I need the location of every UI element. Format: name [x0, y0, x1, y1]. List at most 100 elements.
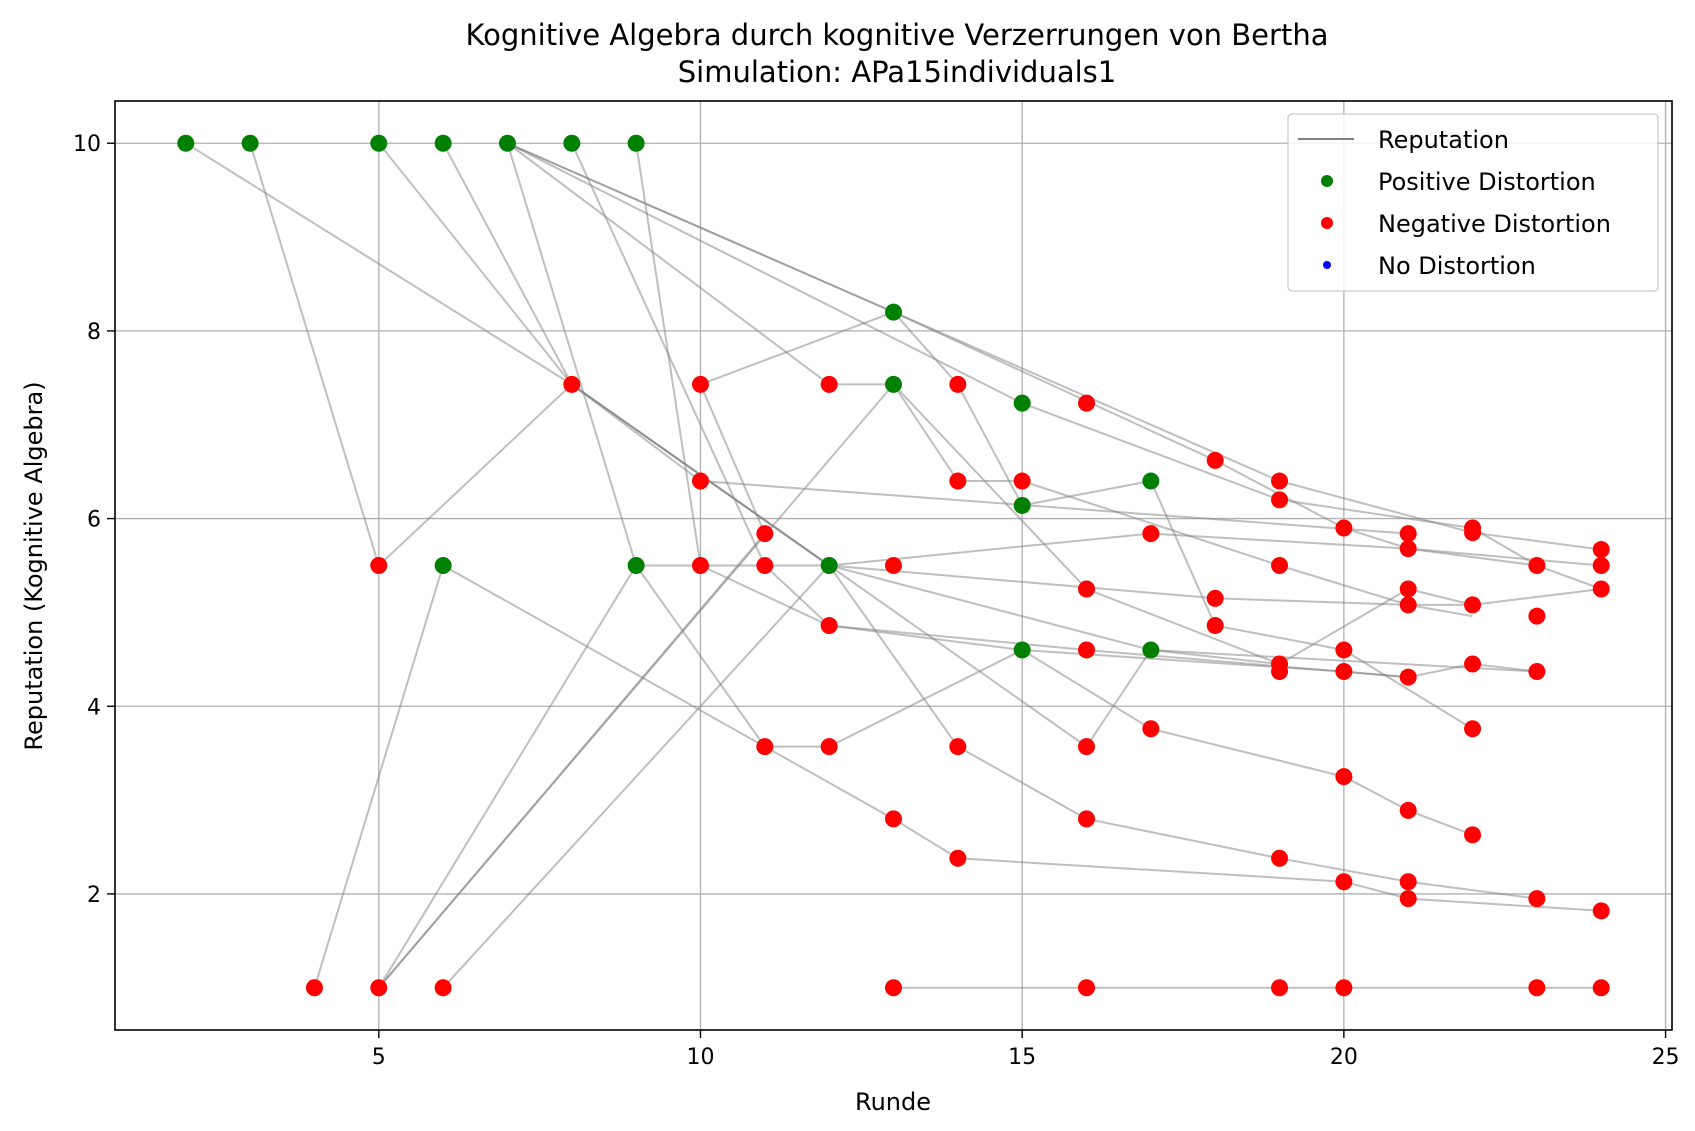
positive-distortion-point [1013, 394, 1031, 412]
negative-distortion-point [1271, 849, 1289, 867]
negative-distortion-point [1528, 979, 1546, 997]
negative-distortion-point [1078, 979, 1096, 997]
x-tick-label: 5 [372, 1045, 386, 1070]
legend-box [1287, 113, 1659, 292]
x-tick-label: 15 [1008, 1045, 1036, 1070]
y-tick-label: 2 [87, 883, 101, 908]
negative-distortion-point [756, 525, 774, 543]
y-axis-label: Reputation (Kognitive Algebra) [20, 381, 48, 750]
negative-distortion-point [1592, 902, 1610, 920]
negative-distortion-point [1592, 541, 1610, 559]
negative-distortion-point [1464, 826, 1482, 844]
positive-distortion-point [241, 134, 259, 152]
y-tick-label: 6 [87, 508, 101, 533]
negative-distortion-point [1335, 873, 1353, 891]
negative-distortion-point [1335, 663, 1353, 681]
legend-label-none: No Distortion [1378, 252, 1536, 280]
x-tick-label: 20 [1330, 1045, 1358, 1070]
negative-distortion-point [1271, 663, 1289, 681]
negative-distortion-point [949, 472, 967, 490]
negative-distortion-point [1528, 890, 1546, 908]
positive-distortion-point [1142, 472, 1160, 490]
negative-distortion-point [1335, 979, 1353, 997]
negative-distortion-point [1271, 979, 1289, 997]
positive-distortion-point [1142, 641, 1160, 659]
negative-distortion-point [949, 738, 967, 756]
y-axis-ticks: 2 4 6 8 10 [73, 132, 115, 908]
negative-distortion-point [1078, 580, 1096, 598]
negative-distortion-point [1592, 557, 1610, 574]
negative-distortion-point [820, 738, 838, 756]
x-axis-ticks: 5 10 15 20 25 [372, 1030, 1680, 1070]
legend-negative-swatch [1321, 217, 1333, 229]
positive-distortion-point [1013, 496, 1031, 514]
positive-distortion-point [563, 134, 581, 152]
reputation-line [506, 142, 1473, 618]
negative-distortion-point [563, 375, 581, 393]
negative-distortion-point [370, 557, 388, 574]
negative-distortion-point [1271, 491, 1289, 509]
negative-distortion-point [1078, 641, 1096, 659]
negative-distortion-point [1592, 979, 1610, 997]
positive-distortion-point [434, 557, 452, 574]
legend-none-swatch [1323, 261, 1331, 269]
negative-distortion-point [1528, 607, 1546, 625]
negative-distortion-point [1592, 580, 1610, 598]
negative-distortion-point [1078, 810, 1096, 828]
negative-distortion-point [1399, 668, 1417, 686]
y-tick-label: 4 [87, 695, 101, 720]
negative-distortion-point [1464, 720, 1482, 738]
legend-label-negative: Negative Distortion [1378, 210, 1611, 238]
negative-distortion-point [1206, 617, 1224, 635]
negative-distortion-point [1399, 596, 1417, 614]
negative-distortion-point [756, 738, 774, 756]
chart-subtitle: Simulation: APa15individuals1 [678, 55, 1116, 89]
y-tick-label: 8 [87, 320, 101, 345]
reputation-line [506, 142, 1602, 912]
positive-distortion-point [885, 375, 902, 393]
reputation-line [185, 142, 1537, 749]
negative-distortion-point [885, 979, 902, 997]
reputation-line [378, 310, 1474, 989]
negative-distortion-point [1271, 557, 1289, 574]
reputation-line [378, 382, 1473, 989]
negative-distortion-point [1271, 472, 1289, 490]
negative-distortion-point [1399, 525, 1417, 543]
negative-distortion-point [1464, 655, 1482, 673]
negative-distortion-point [1464, 596, 1482, 614]
negative-distortion-point [691, 557, 709, 574]
negative-distortion-point [1206, 589, 1224, 607]
positive-distortion-point [177, 134, 195, 152]
x-axis-label: Runde [855, 1088, 931, 1116]
x-tick-label: 10 [686, 1045, 714, 1070]
negative-distortion-point [1399, 580, 1417, 598]
positive-distortion-point [885, 303, 902, 321]
negative-distortion-point [305, 979, 323, 997]
negative-distortion-point [949, 375, 967, 393]
data-points [177, 134, 1610, 997]
negative-distortion-point [1399, 890, 1417, 908]
negative-distortion-point [820, 617, 838, 635]
positive-distortion-point [498, 134, 516, 152]
negative-distortion-point [1335, 519, 1353, 537]
negative-distortion-point [691, 375, 709, 393]
negative-distortion-point [1078, 394, 1096, 412]
positive-distortion-point [627, 557, 645, 574]
negative-distortion-point [756, 557, 774, 574]
legend-label-positive: Positive Distortion [1378, 168, 1596, 196]
positive-distortion-point [1013, 641, 1031, 659]
negative-distortion-point [885, 557, 902, 574]
legend-label-reputation: Reputation [1378, 126, 1509, 154]
negative-distortion-point [1399, 801, 1417, 819]
y-tick-label: 10 [73, 132, 101, 157]
legend-positive-swatch [1321, 175, 1333, 187]
negative-distortion-point [1013, 472, 1031, 490]
negative-distortion-point [1142, 525, 1160, 543]
negative-distortion-point [820, 375, 838, 393]
positive-distortion-point [820, 557, 838, 574]
positive-distortion-point [370, 134, 388, 152]
negative-distortion-point [1528, 557, 1546, 574]
negative-distortion-point [1399, 540, 1417, 558]
negative-distortion-point [691, 472, 709, 490]
